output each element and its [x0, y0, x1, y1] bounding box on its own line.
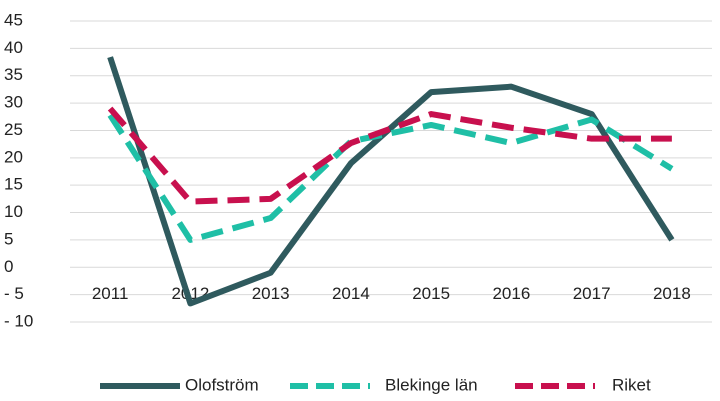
x-tick-label: 2011 [92, 284, 129, 303]
x-tick-label: 2017 [573, 284, 611, 303]
y-tick-label: 30 [4, 93, 23, 112]
x-tick-label: 2015 [412, 284, 450, 303]
x-tick-label: 2013 [252, 284, 290, 303]
y-tick-label: 25 [4, 120, 23, 139]
series-line [107, 113, 674, 243]
series-line [107, 56, 675, 307]
x-tick-label: 2018 [653, 284, 691, 303]
y-tick-label: 5 [4, 229, 13, 248]
y-tick-label: 0 [4, 257, 13, 276]
x-tick-label: 2014 [332, 284, 370, 303]
series-line [107, 106, 672, 205]
y-tick-label: 15 [4, 175, 23, 194]
legend-label: Riket [612, 375, 651, 394]
y-tick-label: - 10 [4, 311, 33, 330]
y-tick-label: 20 [4, 147, 23, 166]
y-tick-label: 10 [4, 202, 23, 221]
legend-label: Olofström [185, 375, 259, 394]
x-tick-label: 2016 [492, 284, 530, 303]
legend-label: Blekinge län [385, 375, 478, 394]
y-tick-label: 35 [4, 65, 23, 84]
y-tick-label: 40 [4, 38, 23, 57]
y-tick-label: - 5 [4, 284, 24, 303]
y-tick-label: 45 [4, 10, 23, 29]
